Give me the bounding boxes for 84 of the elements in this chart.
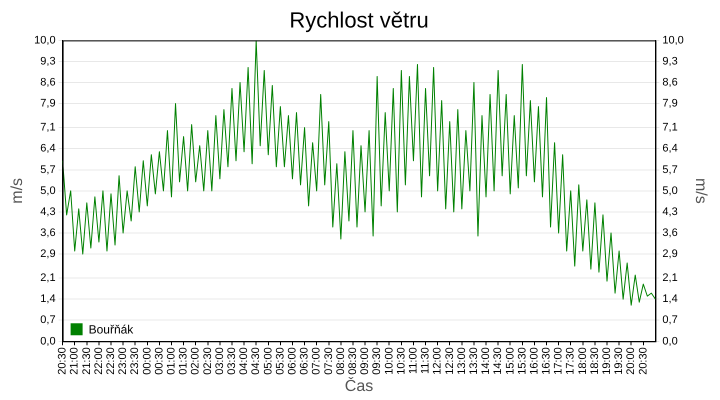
x-tick-label: 23:30 <box>129 347 142 375</box>
x-tick-label: 08:30 <box>346 347 359 375</box>
x-tick-label: 10:00 <box>383 347 396 375</box>
y-tick-label: 5,0 <box>40 184 56 197</box>
y-tick-label: 4,3 <box>40 206 56 218</box>
y2-tick-label: 8,6 <box>662 76 678 89</box>
x-tick-label: 16:30 <box>540 347 553 375</box>
x-tick-label: 07:30 <box>322 347 335 375</box>
x-tick-label: 06:00 <box>286 347 298 375</box>
x-tick-label: 11:00 <box>407 347 420 374</box>
y-tick-label: 6,4 <box>40 142 56 155</box>
x-tick-label: 09:30 <box>371 347 384 375</box>
x-tick-label: 03:30 <box>226 347 238 375</box>
y2-tick-label: 0,7 <box>662 314 678 326</box>
legend-label: Bouřňák <box>88 322 134 337</box>
y2-axis-title: m/s <box>692 178 709 204</box>
x-tick-label: 15:00 <box>504 347 516 375</box>
x-tick-label: 20:30 <box>56 347 69 375</box>
x-tick-label: 23:00 <box>117 347 130 375</box>
x-tick-label: 12:00 <box>432 347 444 375</box>
x-tick-label: 09:00 <box>359 347 372 375</box>
y2-tick-label: 7,9 <box>662 98 678 110</box>
x-tick-label: 12:30 <box>444 347 456 375</box>
x-tick-label: 00:00 <box>141 347 154 375</box>
x-tick-label: 15:30 <box>516 347 528 375</box>
x-tick-label: 21:00 <box>68 347 81 375</box>
y2-tick-label: 2,9 <box>662 248 678 260</box>
y2-tick-label: 9,3 <box>662 55 678 68</box>
x-tick-label: 18:30 <box>588 347 601 375</box>
y-tick-label: 5,7 <box>40 164 56 176</box>
x-tick-label: 05:30 <box>274 347 286 375</box>
chart-title: Rychlost větru <box>289 7 429 32</box>
y2-tick-label: 3,6 <box>662 226 678 239</box>
x-tick-label: 01:30 <box>178 347 190 375</box>
y2-tick-label: 6,4 <box>662 142 678 155</box>
y2-tick-label: 10,0 <box>662 34 684 46</box>
y-tick-label: 7,9 <box>40 98 56 110</box>
x-tick-label: 00:30 <box>153 347 166 375</box>
x-tick-label: 14:00 <box>480 347 492 375</box>
x-tick-label: 17:00 <box>552 347 565 375</box>
x-tick-label: 01:00 <box>166 347 178 375</box>
y-tick-label: 10,0 <box>34 34 56 46</box>
x-tick-label: 10:30 <box>395 347 408 375</box>
x-tick-label: 18:00 <box>576 347 589 375</box>
x-tick-label: 20:30 <box>637 347 650 375</box>
y-tick-label: 2,1 <box>40 272 56 284</box>
x-tick-label: 14:30 <box>492 347 504 375</box>
x-axis-title: Čas <box>344 376 374 395</box>
y-tick-label: 7,1 <box>40 122 56 134</box>
x-tick-label: 17:30 <box>564 347 577 375</box>
x-tick-label: 02:00 <box>190 347 202 375</box>
x-tick-label: 05:00 <box>262 347 274 375</box>
x-tick-label: 19:00 <box>601 347 614 375</box>
x-tick-label: 04:00 <box>238 347 250 375</box>
y2-tick-label: 5,0 <box>662 184 678 197</box>
y2-tick-label: 5,7 <box>662 164 678 176</box>
x-tick-label: 08:00 <box>334 347 347 375</box>
y-axis-title: m/s <box>9 178 26 204</box>
x-tick-label: 06:30 <box>298 347 311 375</box>
x-tick-label: 03:00 <box>214 347 226 375</box>
x-tick-label: 16:00 <box>528 347 540 375</box>
x-tick-label: 07:00 <box>310 347 323 375</box>
y-tick-label: 0,0 <box>40 335 56 348</box>
x-tick-label: 19:30 <box>613 347 626 375</box>
y-tick-label: 9,3 <box>40 55 56 68</box>
y-tick-label: 8,6 <box>40 76 56 89</box>
y-tick-label: 1,4 <box>40 293 56 306</box>
y2-tick-label: 4,3 <box>662 206 678 218</box>
x-tick-label: 22:00 <box>92 347 105 375</box>
x-tick-label: 13:30 <box>468 347 480 375</box>
y-tick-label: 3,6 <box>40 226 56 239</box>
x-tick-label: 22:30 <box>105 347 118 375</box>
y-tick-label: 2,9 <box>40 248 56 260</box>
y2-tick-label: 7,1 <box>662 122 678 134</box>
x-tick-label: 02:30 <box>202 347 214 375</box>
x-tick-label: 13:00 <box>456 347 468 375</box>
x-tick-label: 04:30 <box>250 347 262 375</box>
x-tick-label: 20:00 <box>625 347 638 375</box>
y2-tick-label: 1,4 <box>662 293 678 306</box>
x-tick-label: 21:30 <box>80 347 93 375</box>
y2-tick-label: 0,0 <box>662 335 678 348</box>
y-tick-label: 0,7 <box>40 314 56 326</box>
x-tick-label: 11:30 <box>420 347 432 374</box>
y2-tick-label: 2,1 <box>662 272 678 284</box>
